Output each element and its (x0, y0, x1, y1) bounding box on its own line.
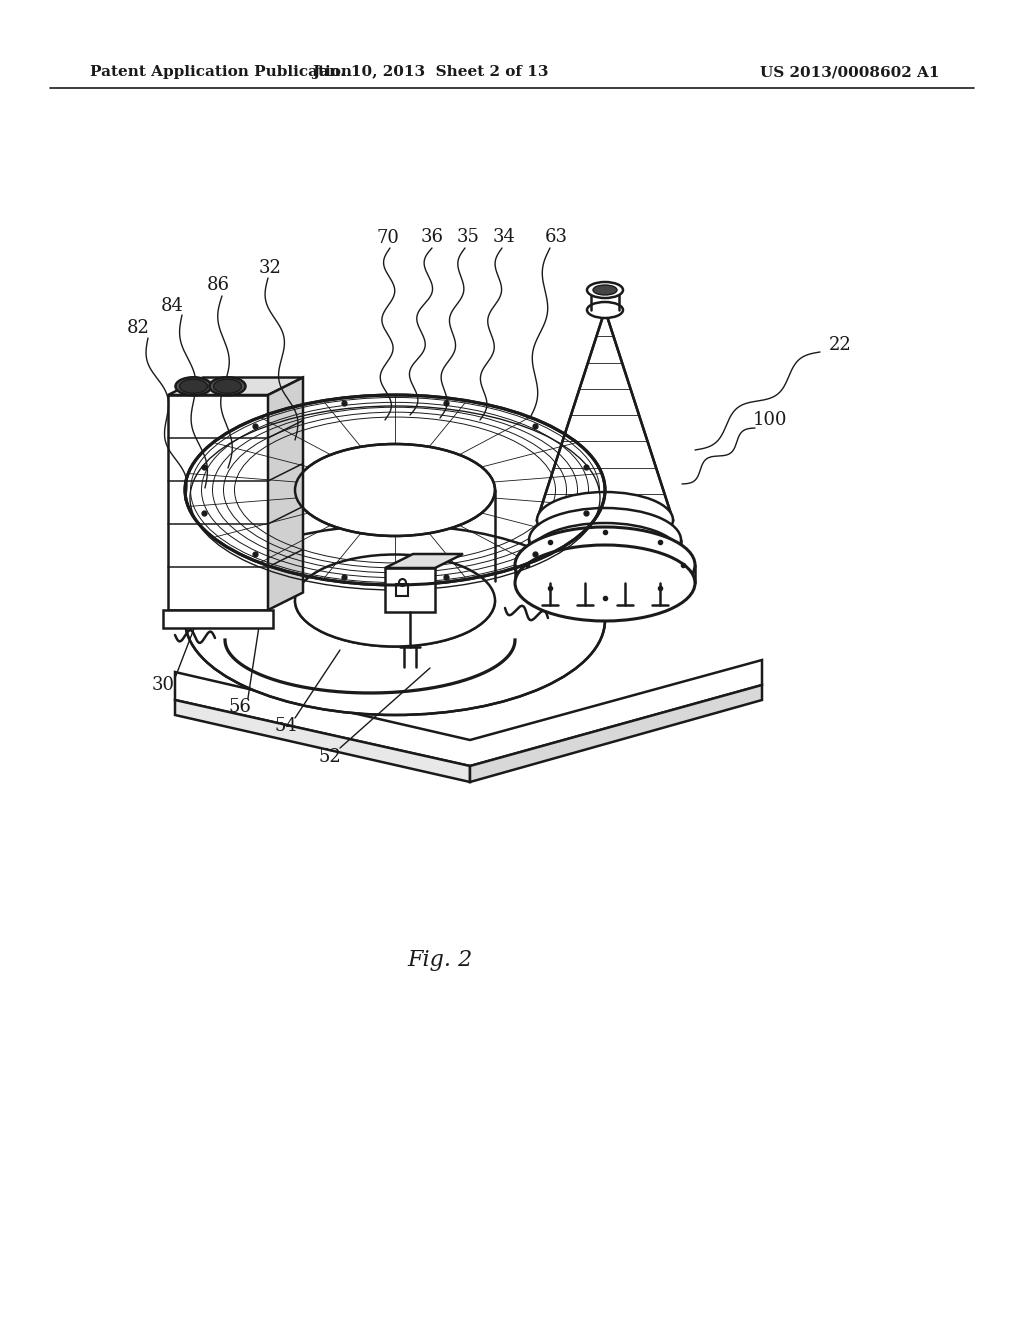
Ellipse shape (179, 379, 208, 393)
Text: 36: 36 (421, 228, 443, 246)
Text: Fig. 2: Fig. 2 (408, 949, 473, 972)
Text: 56: 56 (228, 698, 252, 715)
Ellipse shape (515, 545, 695, 620)
Text: Patent Application Publication: Patent Application Publication (90, 65, 352, 79)
Text: 32: 32 (259, 259, 282, 277)
Polygon shape (175, 660, 762, 766)
Ellipse shape (210, 378, 246, 395)
Text: 22: 22 (828, 337, 851, 354)
Text: 35: 35 (457, 228, 479, 246)
Text: 54: 54 (274, 717, 297, 735)
Text: Jan. 10, 2013  Sheet 2 of 13: Jan. 10, 2013 Sheet 2 of 13 (311, 65, 548, 79)
Text: 52: 52 (318, 748, 341, 766)
Ellipse shape (529, 508, 681, 572)
Polygon shape (537, 310, 673, 520)
Polygon shape (168, 395, 268, 610)
Polygon shape (268, 378, 303, 610)
Ellipse shape (295, 444, 495, 536)
Text: 86: 86 (207, 276, 229, 294)
Ellipse shape (587, 302, 623, 318)
Text: 70: 70 (377, 228, 399, 247)
Ellipse shape (515, 527, 695, 603)
Text: 63: 63 (545, 228, 567, 246)
Text: 100: 100 (753, 411, 787, 429)
Ellipse shape (529, 523, 681, 587)
Text: US 2013/0008602 A1: US 2013/0008602 A1 (760, 65, 940, 79)
Ellipse shape (537, 492, 673, 548)
Ellipse shape (593, 285, 617, 294)
Text: 84: 84 (161, 297, 183, 315)
Ellipse shape (175, 378, 212, 395)
Text: 34: 34 (493, 228, 515, 246)
Ellipse shape (295, 554, 495, 647)
Ellipse shape (587, 282, 623, 298)
Polygon shape (470, 685, 762, 781)
Ellipse shape (185, 395, 605, 585)
Ellipse shape (185, 525, 605, 715)
Polygon shape (168, 378, 303, 395)
Text: 30: 30 (152, 676, 174, 694)
Polygon shape (385, 554, 463, 568)
Polygon shape (163, 610, 273, 628)
Text: 82: 82 (127, 319, 150, 337)
Ellipse shape (213, 379, 242, 393)
Polygon shape (385, 568, 435, 612)
Polygon shape (175, 700, 470, 781)
